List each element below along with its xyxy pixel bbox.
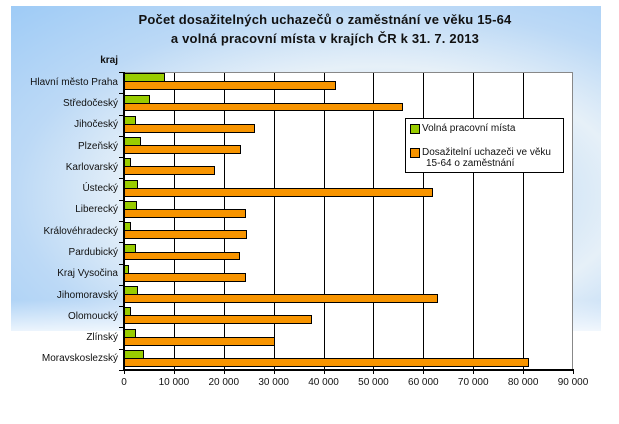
x-tick	[173, 370, 175, 374]
x-tick-label: 60 000	[408, 377, 439, 388]
x-tick-label: 0	[121, 377, 127, 388]
gridline	[523, 73, 525, 371]
category-label: Olomoucký	[67, 310, 118, 322]
x-tick	[523, 370, 525, 374]
x-tick-label: 50 000	[358, 377, 389, 388]
bar-uchazeci	[124, 315, 313, 325]
legend-label: Dosažitelní uchazeči ve věku 15-64 o zam…	[422, 147, 551, 169]
x-axis-line	[123, 369, 574, 371]
legend-swatch-green	[410, 124, 420, 134]
category-label: Liberecký	[75, 204, 118, 216]
y-tick	[119, 178, 124, 180]
gridline	[423, 73, 425, 371]
x-tick-label: 90 000	[557, 377, 589, 388]
y-tick	[119, 135, 124, 137]
bar-uchazeci	[124, 230, 248, 240]
gridline	[223, 73, 225, 371]
bar-uchazeci	[124, 187, 434, 197]
y-tick	[119, 72, 124, 73]
x-tick	[273, 370, 275, 374]
y-tick	[119, 242, 124, 244]
bar-uchazeci	[124, 166, 216, 176]
chart-title-line-1: Počet dosažitelných uchazečů o zaměstnán…	[138, 12, 512, 27]
y-tick	[119, 263, 124, 265]
legend-label: Volná pracovní místa	[422, 123, 516, 134]
gridline	[173, 73, 175, 371]
category-label: Královéhradecký	[43, 225, 118, 237]
category-label: Hlavní město Praha	[30, 76, 118, 88]
category-label: Středočeský	[62, 97, 118, 109]
y-tick	[119, 114, 124, 116]
x-tick	[223, 370, 225, 374]
chart-title-line-2: a volná pracovní místa v krajích ČR k 31…	[170, 31, 480, 46]
bar-uchazeci	[124, 123, 255, 133]
y-tick	[119, 157, 124, 159]
x-tick	[423, 370, 425, 374]
category-label: Zlínský	[86, 332, 118, 344]
x-tick	[573, 370, 574, 374]
bar-uchazeci	[124, 251, 241, 261]
y-tick	[119, 284, 124, 286]
y-tick	[119, 199, 124, 201]
gridline	[273, 73, 275, 371]
category-label: Ústecký	[82, 183, 118, 195]
x-tick	[373, 370, 375, 374]
category-label: Jihočeský	[74, 119, 118, 131]
y-tick	[119, 327, 124, 329]
bar-uchazeci	[124, 357, 530, 367]
legend-item-volna-mista: Volná pracovní místa	[410, 123, 515, 134]
category-label: Pardubický	[68, 246, 118, 258]
legend: Volná pracovní místa Dosažitelní uchazeč…	[405, 118, 564, 173]
category-label: Moravskoslezský	[41, 353, 118, 365]
y-tick	[119, 348, 124, 350]
x-tick-label: 20 000	[208, 377, 240, 388]
bar-uchazeci	[124, 294, 439, 303]
legend-item-uchazeci: Dosažitelní uchazeči ve věku 15-64 o zam…	[410, 147, 551, 169]
x-tick	[124, 370, 125, 374]
bar-uchazeci	[124, 81, 336, 91]
bar-uchazeci	[124, 145, 241, 154]
x-tick	[473, 370, 475, 374]
bar-uchazeci	[124, 336, 276, 346]
category-label: Karlovarský	[65, 161, 118, 173]
y-tick	[119, 221, 124, 222]
y-axis-title: kraj	[100, 55, 118, 66]
plot-area	[124, 72, 573, 371]
legend-swatch-orange	[410, 148, 420, 158]
bar-uchazeci	[124, 102, 404, 112]
chart-title: Počet dosažitelných uchazečů o zaměstnán…	[100, 10, 550, 48]
x-tick-label: 40 000	[308, 377, 339, 388]
gridline	[373, 73, 375, 371]
bar-uchazeci	[124, 272, 247, 282]
x-tick-label: 10 000	[158, 377, 190, 388]
y-axis-line	[123, 72, 125, 371]
y-tick	[119, 306, 124, 308]
category-label: Jihomoravský	[56, 289, 118, 301]
category-label: Kraj Vysočina	[57, 268, 118, 280]
category-label: Plzeňský	[77, 140, 118, 152]
gridline	[323, 73, 325, 371]
y-tick	[119, 93, 124, 95]
x-tick-label: 70 000	[457, 377, 489, 388]
y-tick	[119, 370, 124, 371]
x-tick-label: 30 000	[258, 377, 289, 388]
gridline	[473, 73, 475, 371]
x-tick	[323, 370, 325, 374]
bar-uchazeci	[124, 208, 246, 218]
x-tick-label: 80 000	[507, 377, 539, 388]
